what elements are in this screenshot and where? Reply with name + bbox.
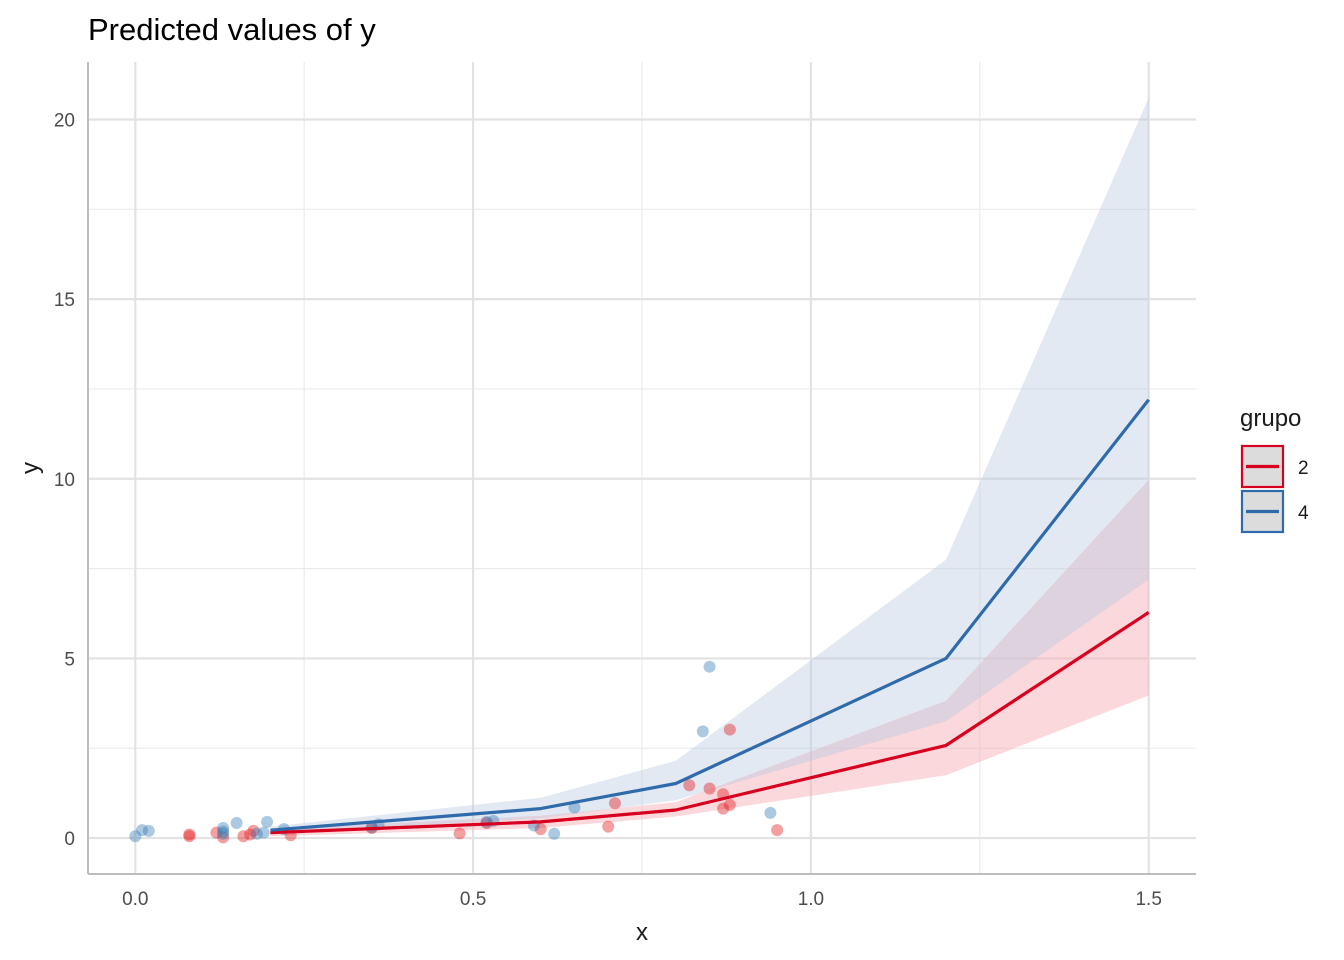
data-point-series-4 [136,824,149,837]
data-point-series-4 [142,824,155,837]
data-point-series-4 [217,822,230,835]
data-point-series-4 [703,660,716,673]
data-point-series-4 [261,815,274,828]
data-point-series-4 [250,827,263,840]
minor-gridlines [88,62,1196,874]
x-tick-label: 1.0 [798,889,824,910]
data-point-series-2 [717,802,730,815]
legend-title: grupo [1240,405,1301,432]
legend-label-2: 2 [1298,458,1309,479]
data-point-series-2 [217,831,230,844]
ci-band-series-2 [270,479,1149,837]
data-point-series-4 [257,826,270,839]
prediction-line-series-4 [270,398,1150,832]
prediction-line-series-2 [270,611,1150,835]
data-point-series-2 [771,824,784,837]
data-point-series-2 [183,830,196,843]
data-point-series-2 [608,797,621,810]
y-tick-label: 20 [54,110,75,131]
data-point-series-2 [210,826,223,839]
prediction-lines [270,398,1150,835]
data-point-series-4 [230,816,243,829]
axes [87,62,1196,875]
x-tick-label: 0.5 [460,889,486,910]
data-point-series-4 [129,830,142,843]
data-point-series-2 [247,824,260,837]
x-axis-title: x [636,919,648,946]
data-point-series-4 [217,827,230,840]
data-point-series-2 [237,830,250,843]
data-point-series-2 [453,827,466,840]
x-tick-label: 0.0 [122,889,148,910]
data-point-series-2 [683,779,696,792]
legend: grupo 2 4 [1240,405,1309,534]
ci-band-series-4 [270,97,1149,834]
data-point-series-2 [534,823,547,836]
data-point-series-4 [764,806,777,819]
data-point-series-4 [217,825,230,838]
data-point-series-2 [183,828,196,841]
data-point-series-2 [703,782,716,795]
y-tick-label: 5 [64,649,75,670]
data-point-series-2 [723,723,736,736]
data-point-series-4 [696,725,709,738]
y-tick-label: 15 [54,290,75,311]
legend-label-4: 4 [1298,503,1309,524]
tick-labels: 0.0 0.5 1.0 1.5 0 5 10 15 20 [54,110,1162,910]
data-point-series-2 [602,820,615,833]
y-axis-title: y [17,462,44,474]
data-point-series-2 [723,799,736,812]
data-point-series-4 [568,801,581,814]
x-tick-label: 1.5 [1135,889,1161,910]
y-tick-label: 0 [64,829,75,850]
data-point-series-4 [548,827,561,840]
y-tick-label: 10 [54,470,75,491]
chart-title: Predicted values of y [88,12,376,47]
data-point-series-2 [244,828,257,841]
major-gridlines [88,62,1196,874]
confidence-bands [270,97,1149,837]
